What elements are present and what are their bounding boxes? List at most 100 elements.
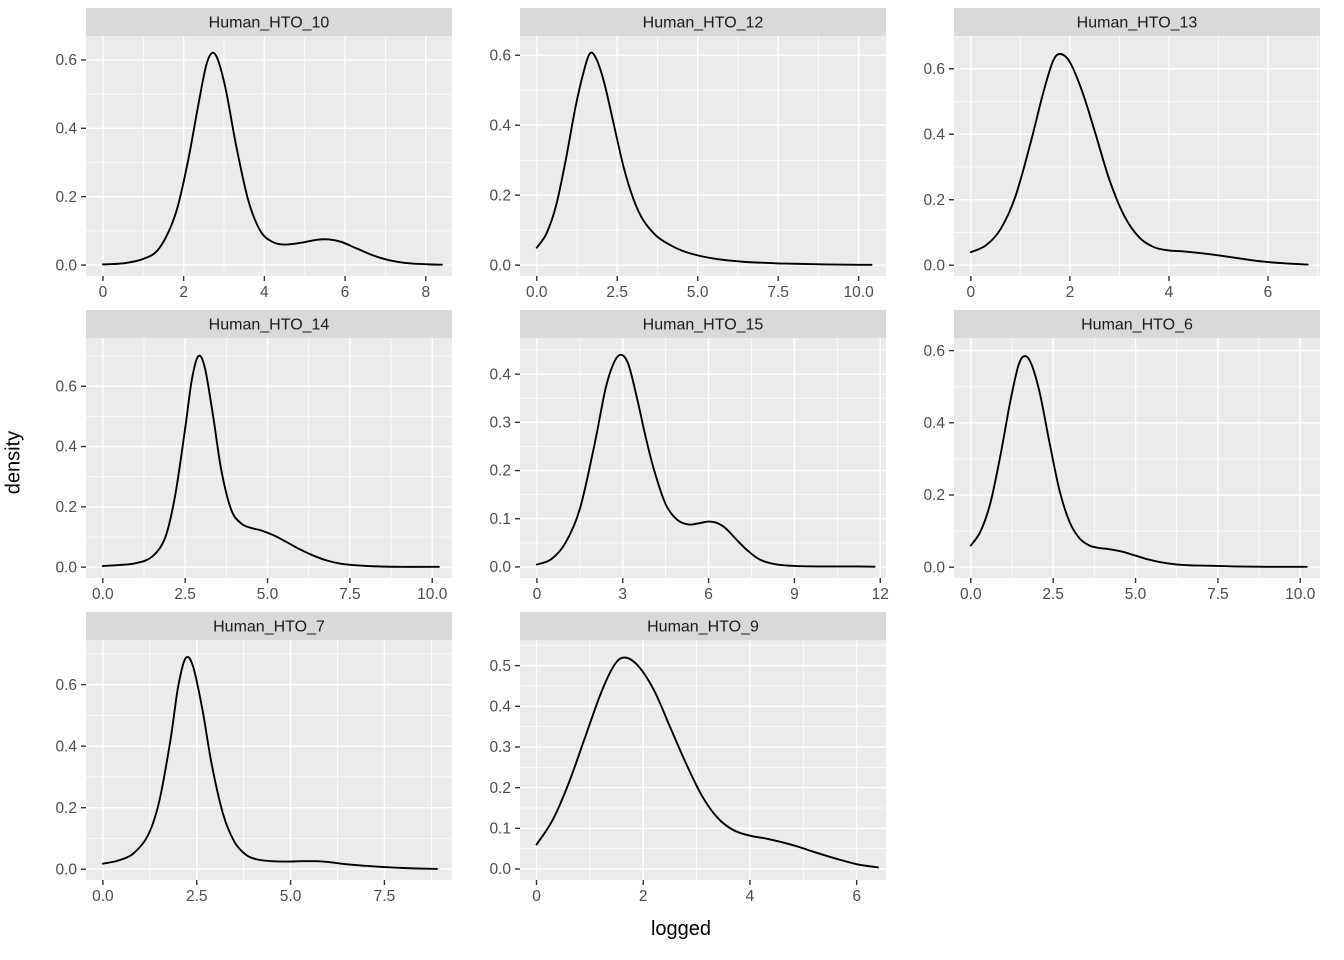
strip-title: Human_HTO_6 <box>1081 317 1193 334</box>
x-tick-label: 6 <box>704 586 713 603</box>
facet-strip <box>520 8 886 36</box>
facet-human_hto_6: Human_HTO_6 0.0 2.5 5.0 7.5 10.0 0.0 0.2 0.4 0.6 <box>898 310 1332 612</box>
density-curve <box>969 53 1309 266</box>
facet-human_hto_13: Human_HTO_13 0 2 4 6 0.0 0.2 0.4 0.6 <box>898 8 1332 310</box>
facet-strip <box>954 8 1320 36</box>
facet-strip <box>520 612 886 640</box>
y-tick-label: 0.4 <box>489 366 511 383</box>
x-tick-label: 5.0 <box>1125 586 1147 603</box>
strip-title: Human_HTO_10 <box>209 15 330 32</box>
y-tick-label: 0.3 <box>489 415 511 432</box>
x-tick-label: 6 <box>852 888 861 905</box>
facet-strip <box>86 8 452 36</box>
x-tick-label: 2.5 <box>1042 586 1064 603</box>
facet-human_hto_12: Human_HTO_12 0.0 2.5 5.0 7.5 10.0 0.0 0.2 0.4 0.6 <box>464 8 898 310</box>
x-tick-label: 5.0 <box>687 284 709 301</box>
x-tick-label: 7.5 <box>767 284 789 301</box>
y-axis-title: density <box>2 430 25 495</box>
y-tick-label: 0.6 <box>923 61 945 78</box>
facet-plot: Human_HTO_12 0.0 2.5 5.0 7.5 10.0 0.0 0.2 0.4 0.6 <box>489 8 886 301</box>
facet-human_hto_7: Human_HTO_7 0.0 2.5 5.0 7.5 0.0 0.2 0.4 0.6 <box>30 612 464 914</box>
y-tick-label: 0.2 <box>489 463 511 480</box>
x-tick-label: 10.0 <box>417 586 448 603</box>
x-tick-label: 12 <box>872 586 889 603</box>
facet-plot: Human_HTO_10 0 2 4 6 8 0.0 0.2 0.4 0.6 <box>55 8 452 301</box>
y-tick-label: 0.2 <box>489 187 511 204</box>
y-tick-label: 0.4 <box>923 126 945 143</box>
facet-human_hto_10: Human_HTO_10 0 2 4 6 8 0.0 0.2 0.4 0.6 <box>30 8 464 310</box>
y-tick-label: 0.6 <box>55 52 77 69</box>
x-tick-label: 0 <box>99 284 108 301</box>
x-tick-label: 2.5 <box>606 284 628 301</box>
x-tick-label: 10.0 <box>1285 586 1316 603</box>
strip-title: Human_HTO_9 <box>647 619 759 636</box>
density-curve <box>535 656 879 869</box>
x-tick-label: 7.5 <box>339 586 361 603</box>
x-tick-label: 0.0 <box>960 586 982 603</box>
x-tick-label: 0 <box>967 284 976 301</box>
x-tick-label: 4 <box>260 284 269 301</box>
facet-human_hto_15: Human_HTO_15 0 3 6 9 12 0.0 0.1 0.2 0.3 0.4 <box>464 310 898 612</box>
strip-title: Human_HTO_14 <box>209 317 330 334</box>
y-tick-label: 0.4 <box>55 439 77 456</box>
x-tick-label: 6 <box>341 284 350 301</box>
panel-area <box>520 36 886 276</box>
x-tick-label: 8 <box>421 284 430 301</box>
y-tick-label: 0.6 <box>55 378 77 395</box>
y-tick-label: 0.0 <box>923 257 945 274</box>
density-curve <box>535 51 873 266</box>
y-tick-label: 0.2 <box>55 189 77 206</box>
y-tick-label: 0.0 <box>489 559 511 576</box>
x-tick-label: 2 <box>179 284 188 301</box>
strip-title: Human_HTO_7 <box>213 619 325 636</box>
panel-area <box>954 36 1320 276</box>
x-tick-label: 2.5 <box>186 888 208 905</box>
y-tick-label: 0.2 <box>55 499 77 516</box>
panel-area <box>86 36 452 276</box>
strip-title: Human_HTO_13 <box>1077 15 1198 32</box>
y-tick-label: 0.0 <box>923 559 945 576</box>
facet-plot: Human_HTO_15 0 3 6 9 12 0.0 0.1 0.2 0.3 0.4 <box>489 310 889 603</box>
y-tick-label: 0.6 <box>923 343 945 360</box>
x-tick-label: 2 <box>639 888 648 905</box>
panel-area <box>86 640 452 880</box>
y-tick-label: 0.0 <box>55 257 77 274</box>
density-curve <box>101 656 438 870</box>
strip-title: Human_HTO_15 <box>643 317 764 334</box>
y-tick-label: 0.0 <box>489 861 511 878</box>
y-tick-label: 0.2 <box>923 487 945 504</box>
y-tick-label: 0.1 <box>489 821 511 838</box>
facet-plot: Human_HTO_13 0 2 4 6 0.0 0.2 0.4 0.6 <box>923 8 1320 301</box>
y-tick-label: 0.4 <box>489 699 511 716</box>
facet-human_hto_9: Human_HTO_9 0 2 4 6 0.0 0.1 0.2 0.3 0.4 0.5 <box>464 612 898 914</box>
x-tick-label: 10.0 <box>844 284 875 301</box>
x-tick-label: 7.5 <box>1207 586 1229 603</box>
facet-plot: Human_HTO_6 0.0 2.5 5.0 7.5 10.0 0.0 0.2 0.4 0.6 <box>923 310 1320 603</box>
x-tick-label: 9 <box>790 586 799 603</box>
x-tick-label: 3 <box>618 586 627 603</box>
y-tick-label: 0.4 <box>55 738 77 755</box>
panel-area <box>520 338 886 578</box>
y-tick-label: 0.4 <box>489 117 511 134</box>
y-tick-label: 0.2 <box>55 800 77 817</box>
facet-strip <box>86 612 452 640</box>
facet-strip <box>954 310 1320 338</box>
y-tick-label: 0.0 <box>55 861 77 878</box>
x-tick-label: 2.5 <box>174 586 196 603</box>
x-tick-label: 0.0 <box>92 586 114 603</box>
x-tick-label: 4 <box>1165 284 1174 301</box>
facet-strip <box>520 310 886 338</box>
y-tick-label: 0.6 <box>489 47 511 64</box>
panel-area <box>954 338 1320 578</box>
y-tick-label: 0.6 <box>55 677 77 694</box>
facet-plot: Human_HTO_9 0 2 4 6 0.0 0.1 0.2 0.3 0.4 0.5 <box>489 612 886 905</box>
x-axis-title: logged <box>650 918 712 940</box>
y-tick-label: 0.5 <box>489 658 511 675</box>
x-tick-label: 0.0 <box>92 888 114 905</box>
facet-plot: Human_HTO_14 0.0 2.5 5.0 7.5 10.0 0.0 0.2 0.4 0.6 <box>55 310 452 603</box>
x-tick-label: 0 <box>532 888 541 905</box>
y-tick-label: 0.1 <box>489 511 511 528</box>
y-tick-label: 0.4 <box>55 121 77 138</box>
x-tick-label: 7.5 <box>374 888 396 905</box>
